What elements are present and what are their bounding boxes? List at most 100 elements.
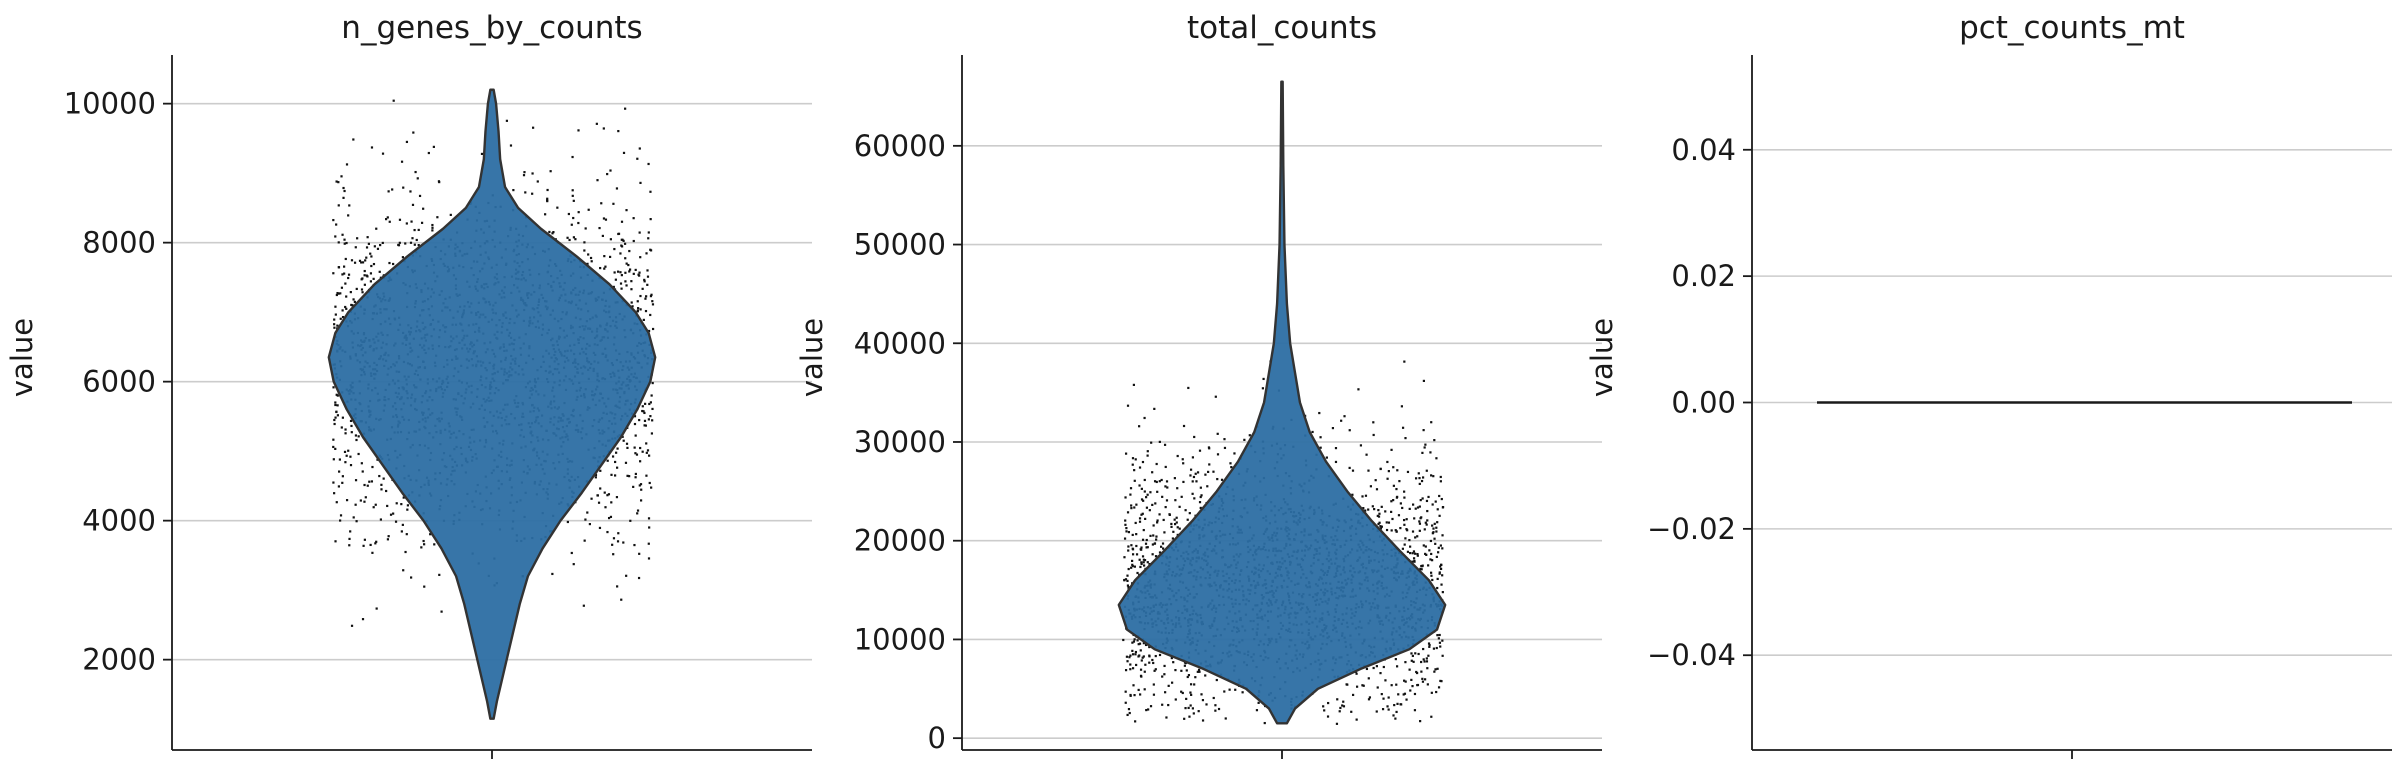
strip-point	[349, 464, 353, 467]
strip-point	[1394, 529, 1397, 532]
strip-point	[639, 294, 642, 298]
strip-point	[1405, 518, 1408, 521]
strip-point	[1439, 475, 1442, 479]
strip-point	[1402, 693, 1405, 696]
strip-point	[1138, 642, 1142, 645]
strip-point	[1386, 477, 1389, 480]
strip-point	[1127, 707, 1131, 711]
strip-point	[1384, 510, 1387, 513]
strip-point	[1191, 492, 1194, 495]
strip-point	[1406, 550, 1410, 553]
strip-point	[1214, 709, 1217, 712]
strip-point	[1135, 663, 1138, 667]
strip-point	[1380, 525, 1383, 528]
strip-point	[341, 273, 344, 276]
strip-point	[1145, 496, 1148, 499]
y-tick-label: −0.02	[1647, 512, 1736, 546]
strip-point	[606, 459, 609, 462]
strip-point	[1220, 478, 1224, 481]
strip-point	[420, 546, 423, 549]
strip-point	[1151, 503, 1154, 507]
strip-point	[1125, 527, 1128, 530]
strip-point	[1199, 495, 1202, 499]
strip-point	[1126, 584, 1130, 587]
strip-point	[1367, 469, 1370, 472]
strip-point	[1400, 703, 1403, 706]
y-tick-label: 30000	[854, 425, 946, 459]
strip-point	[344, 428, 347, 431]
strip-point	[626, 446, 629, 450]
strip-point	[1375, 710, 1378, 713]
strip-point	[1130, 507, 1133, 510]
strip-point	[1161, 675, 1164, 678]
strip-point	[336, 414, 340, 417]
strip-point	[603, 255, 606, 258]
panel-title: total_counts	[1187, 10, 1377, 46]
strip-point	[1404, 680, 1407, 683]
strip-point	[615, 496, 619, 499]
strip-point	[1411, 654, 1414, 658]
strip-point	[1143, 490, 1146, 493]
strip-point	[1426, 509, 1429, 513]
strip-point	[334, 416, 337, 419]
strip-point	[335, 180, 338, 183]
strip-point	[1340, 419, 1343, 422]
strip-point	[440, 610, 443, 613]
strip-point	[1189, 704, 1192, 707]
strip-point	[1136, 571, 1139, 575]
strip-point	[1152, 693, 1156, 696]
strip-point	[606, 530, 609, 534]
strip-point	[1311, 430, 1314, 434]
strip-point	[611, 455, 615, 458]
strip-point	[1397, 514, 1401, 517]
strip-point	[649, 248, 652, 251]
strip-point	[355, 520, 358, 523]
strip-point	[334, 401, 337, 404]
violin-panel-1: 2000 4000 6000 8000 10000 n_genes_by_countsva…	[5, 10, 812, 759]
strip-point	[1146, 546, 1149, 549]
strip-point	[630, 280, 633, 283]
strip-point	[1223, 690, 1226, 693]
strip-point	[1397, 693, 1400, 696]
strip-point	[344, 282, 347, 285]
strip-point	[1412, 503, 1415, 506]
strip-point	[352, 138, 355, 141]
strip-point	[1224, 717, 1227, 720]
strip-point	[1439, 645, 1442, 648]
strip-point	[1182, 480, 1185, 484]
violin-body	[327, 88, 657, 720]
strip-point	[363, 283, 366, 286]
strip-point	[1430, 715, 1433, 718]
strip-point	[620, 287, 623, 290]
strip-point	[631, 305, 634, 308]
strip-point	[536, 180, 539, 183]
strip-point	[1436, 586, 1439, 590]
strip-point	[571, 194, 574, 197]
strip-point	[638, 271, 641, 274]
strip-point	[1154, 555, 1158, 558]
strip-point	[350, 624, 354, 627]
strip-point	[624, 107, 627, 110]
strip-point	[1325, 456, 1328, 459]
strip-point	[1133, 694, 1136, 697]
strip-point	[634, 268, 637, 272]
strip-point	[1441, 654, 1444, 657]
strip-point	[1428, 643, 1431, 647]
strip-point	[1216, 432, 1219, 435]
strip-point	[574, 238, 577, 241]
strip-point	[636, 512, 639, 515]
strip-point	[394, 520, 398, 523]
strip-point	[414, 170, 417, 174]
strip-point	[1423, 446, 1426, 449]
strip-point	[649, 295, 653, 298]
strip-point	[1208, 447, 1211, 450]
strip-point	[1124, 523, 1127, 526]
strip-point	[345, 163, 349, 166]
strip-point	[611, 543, 614, 546]
strip-point	[615, 187, 619, 190]
strip-point	[411, 203, 415, 206]
strip-point	[1131, 564, 1134, 568]
strip-point	[1351, 493, 1354, 496]
strip-point	[607, 516, 611, 520]
strip-point	[588, 522, 591, 526]
